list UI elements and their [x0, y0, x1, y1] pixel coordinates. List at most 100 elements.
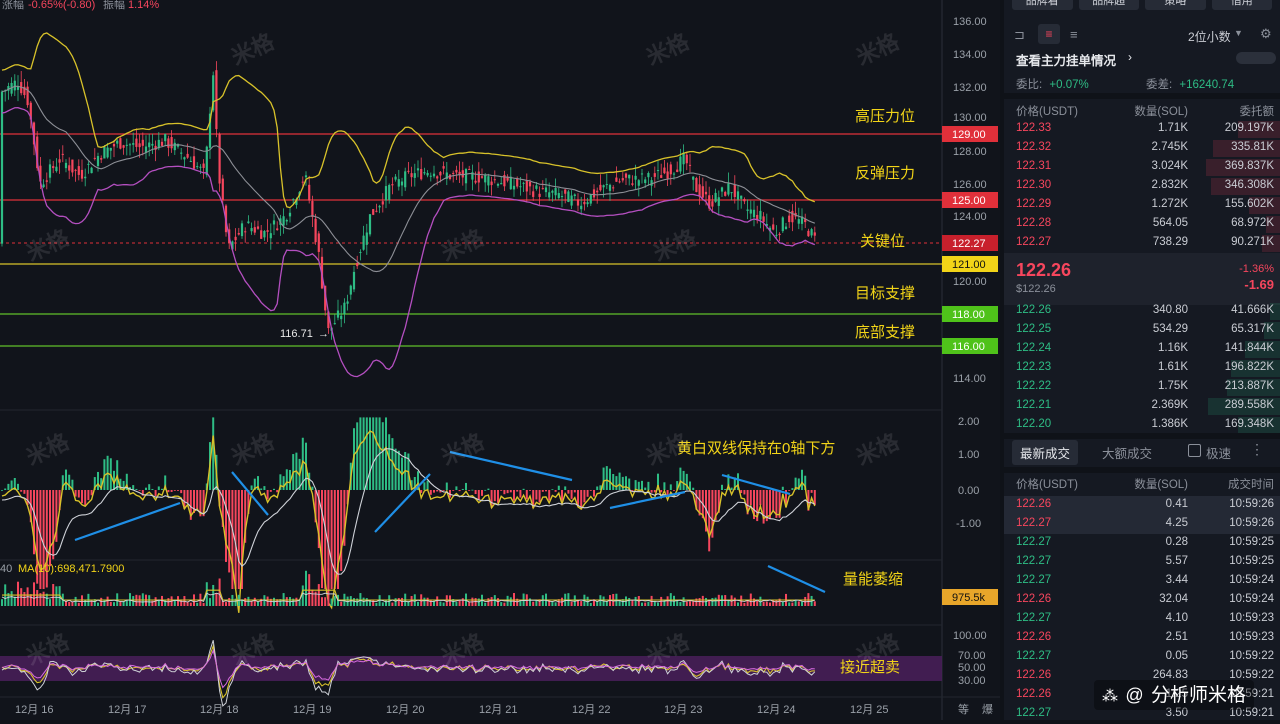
candle-body — [637, 180, 640, 186]
bid-row[interactable]: 122.24 1.16K 141.844K — [1004, 340, 1280, 359]
candle-body — [186, 153, 189, 158]
macd-bar — [13, 477, 16, 490]
volume-bar — [605, 601, 608, 606]
chart-canvas[interactable]: 涨幅 -0.65%(-0.80) 振幅 1.14% 136.00 134.00 … — [0, 0, 1000, 720]
macd-bar — [785, 490, 787, 508]
macd-bar — [481, 490, 483, 496]
volume-bar — [548, 600, 551, 606]
candle-body — [375, 210, 378, 212]
macd-bar — [273, 488, 275, 490]
header-total[interactable]: 委托额 — [1239, 106, 1275, 118]
candle-body — [631, 183, 634, 185]
macd-bar — [465, 482, 467, 490]
volume-bar — [765, 601, 768, 606]
ask-price: 122.33 — [1016, 122, 1052, 134]
volume-bar — [305, 570, 307, 606]
bid-row[interactable]: 122.21 2.369K 289.558K — [1004, 397, 1280, 416]
macd-bar — [257, 476, 259, 490]
ask-row[interactable]: 122.29 1.272K 155.602K — [1004, 196, 1280, 215]
candle-body — [349, 285, 352, 295]
volume-bar — [685, 601, 688, 606]
macd-bar — [138, 490, 141, 491]
divider — [1004, 467, 1280, 473]
candle-body — [618, 181, 621, 183]
candle-body — [42, 184, 45, 188]
volume-bar — [490, 597, 493, 606]
fast-checkbox[interactable] — [1188, 444, 1201, 457]
candle-body — [797, 219, 800, 224]
ask-row[interactable]: 122.33 1.71K 209.197K — [1004, 120, 1280, 139]
bid-row[interactable]: 122.23 1.61K 196.822K — [1004, 359, 1280, 378]
volume-bar — [276, 599, 279, 606]
macd-bar — [737, 473, 739, 490]
macd-bar — [388, 434, 391, 490]
toggle-switch[interactable] — [1236, 52, 1276, 64]
bid-row[interactable]: 122.26 340.80 41.666K — [1004, 302, 1280, 321]
volume-bar — [122, 601, 125, 606]
orderbook-title[interactable]: 查看主力挂单情况 — [1016, 54, 1117, 68]
more-icon[interactable]: ⋮ — [1250, 441, 1264, 457]
candle-body — [45, 180, 48, 182]
date-tick: 12月 23 — [664, 704, 703, 716]
macd-bar — [618, 472, 621, 490]
candle-body — [384, 186, 388, 201]
trade-price: 122.26 — [1016, 669, 1052, 681]
tab-big-trades[interactable]: 大额成交 — [1102, 447, 1153, 461]
trend-arrow — [74, 501, 181, 542]
candle-body — [442, 166, 445, 169]
volume-bar — [452, 599, 455, 606]
macd-bar — [119, 478, 122, 490]
bids-only-icon[interactable]: ≡ — [1070, 27, 1078, 42]
candle-body — [154, 145, 157, 150]
candle-body — [132, 143, 135, 145]
macd-bar — [685, 473, 688, 490]
bid-amount: 1.16K — [1157, 342, 1188, 354]
date-tick: 12月 16 — [15, 704, 54, 716]
chart-area[interactable]: 涨幅 -0.65%(-0.80) 振幅 1.14% 136.00 134.00 … — [0, 0, 1000, 720]
candle-body — [586, 202, 589, 205]
macd-bar — [311, 486, 314, 490]
depth-bar — [1263, 322, 1280, 339]
top-button[interactable]: 借用 — [1211, 0, 1272, 10]
ask-row[interactable]: 122.27 738.29 90.271K — [1004, 234, 1280, 253]
macd-bar — [196, 490, 199, 510]
asks-only-icon[interactable]: ≡ — [1038, 24, 1060, 44]
bid-price: 122.26 — [1016, 304, 1052, 316]
bollinger-middle — [1, 85, 815, 273]
ask-row[interactable]: 122.31 3.024K 369.837K — [1004, 158, 1280, 177]
candle-body — [752, 209, 756, 218]
volume-bar — [775, 600, 778, 606]
tab-latest-trades[interactable]: 最新成交 — [1012, 440, 1079, 465]
volume-bar — [580, 601, 583, 606]
settings-icon[interactable]: ⚙ — [1260, 26, 1272, 41]
top-button[interactable]: 策略 — [1145, 0, 1206, 10]
top-button[interactable]: 品牌超 — [1078, 0, 1139, 10]
candle-body — [743, 199, 746, 202]
candle-body — [426, 172, 429, 176]
macd-bar — [666, 490, 669, 496]
bid-row[interactable]: 122.25 534.29 65.317K — [1004, 321, 1280, 340]
bid-row[interactable]: 122.22 1.75K 213.887K — [1004, 378, 1280, 397]
ask-row[interactable]: 122.30 2.832K 346.308K — [1004, 177, 1280, 196]
trade-price: 122.27 — [1016, 536, 1052, 548]
top-button[interactable]: 品牌看 — [1012, 0, 1073, 10]
ask-row[interactable]: 122.32 2.745K 335.81K — [1004, 139, 1280, 158]
volume-bar — [333, 596, 336, 606]
depth-bar — [1206, 159, 1280, 176]
decimals-select[interactable]: 2位小数 — [1188, 30, 1231, 44]
header-amount[interactable]: 数量(SOL) — [1134, 106, 1188, 118]
volume-bar — [535, 600, 538, 606]
ask-row[interactable]: 122.28 564.05 68.972K — [1004, 215, 1280, 234]
both-sides-icon[interactable]: ⊐ — [1014, 27, 1025, 42]
volume-bar — [423, 597, 426, 606]
bid-row[interactable]: 122.20 1.386K 169.348K — [1004, 416, 1280, 435]
candle-body — [724, 191, 727, 196]
macd-bar — [705, 490, 707, 532]
candle-body — [736, 191, 740, 200]
annotation-macd: 黄白双线保持在0轴下方 — [677, 440, 835, 457]
price-tag-125: 125.00 — [952, 195, 986, 207]
macd-bar — [289, 469, 291, 490]
trade-time: 10:59:24 — [1229, 574, 1274, 586]
macd-bar — [689, 481, 691, 490]
macd-bar — [317, 490, 320, 549]
